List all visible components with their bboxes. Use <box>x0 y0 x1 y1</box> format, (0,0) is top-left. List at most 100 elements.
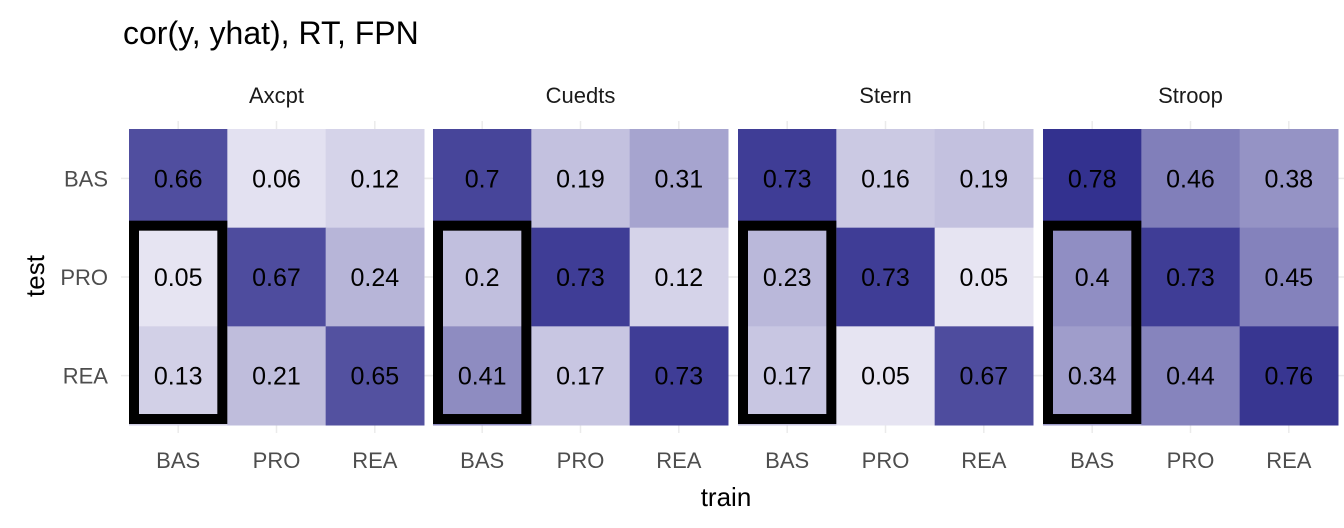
facet-panels: Axcpt 0.66 0.06 0.12 0.05 0.67 0.24 0.13 0.21 0.6… <box>60 83 1344 473</box>
x-tick-label: REA <box>656 448 702 473</box>
cell-value-label: 0.21 <box>252 363 301 391</box>
cell-value-label: 0.05 <box>861 363 910 391</box>
heatmap-cell <box>129 326 228 426</box>
facet-panel: Cuedts 0.7 0.19 0.31 0.2 0.73 0.12 0.41 0.17 0.73… <box>425 83 736 473</box>
heatmap-cell <box>934 227 1034 327</box>
heatmap-cell <box>227 129 327 229</box>
cell-value-label: 0.73 <box>861 264 910 292</box>
heatmap-cell <box>325 227 425 327</box>
heatmap-cell <box>531 326 631 426</box>
facet-strip-label: Stroop <box>1158 83 1223 108</box>
x-tick-label: PRO <box>1167 448 1215 473</box>
heatmap-cell <box>227 326 327 426</box>
x-tick-label: BAS <box>156 448 200 473</box>
heatmap-cell <box>1043 227 1142 327</box>
cell-value-label: 0.66 <box>154 165 203 193</box>
cell-value-label: 0.38 <box>1264 165 1313 193</box>
heatmap-cell <box>934 129 1034 229</box>
cell-value-label: 0.67 <box>959 363 1008 391</box>
x-tick-label: BAS <box>460 448 504 473</box>
heatmap-cell <box>836 129 936 229</box>
x-tick-label: BAS <box>1070 448 1114 473</box>
cell-value-label: 0.05 <box>154 264 203 292</box>
heatmap-cell <box>1043 129 1142 229</box>
cell-value-label: 0.05 <box>959 264 1008 292</box>
cell-value-label: 0.78 <box>1068 165 1117 193</box>
x-axis-title: train <box>701 482 752 512</box>
cell-value-label: 0.17 <box>763 363 812 391</box>
y-tick-label: REA <box>63 364 109 389</box>
heatmap-cell <box>836 227 936 327</box>
heatmap-cell <box>934 326 1034 426</box>
heatmap-cell <box>836 326 936 426</box>
heatmap-cell <box>325 326 425 426</box>
x-tick-label: PRO <box>253 448 301 473</box>
heatmap-cell <box>433 129 532 229</box>
heatmap-cell <box>325 129 425 229</box>
heatmap-cell <box>227 227 327 327</box>
heatmap-cell <box>433 227 532 327</box>
x-tick-label: REA <box>352 448 398 473</box>
cell-value-label: 0.17 <box>556 363 605 391</box>
cell-value-label: 0.7 <box>465 165 500 193</box>
heatmap-cell <box>1043 326 1142 426</box>
highlight-box <box>129 220 228 425</box>
y-tick-label: PRO <box>60 265 108 290</box>
heatmap-cell <box>531 129 631 229</box>
cell-value-label: 0.23 <box>763 264 812 292</box>
cell-value-label: 0.41 <box>458 363 507 391</box>
heatmap-cell <box>1239 326 1339 426</box>
cell-value-label: 0.34 <box>1068 363 1117 391</box>
y-tick-label: BAS <box>64 166 108 191</box>
heatmap-cell <box>738 326 837 426</box>
cell-value-label: 0.19 <box>556 165 605 193</box>
x-tick-label: REA <box>1266 448 1312 473</box>
cell-value-label: 0.44 <box>1166 363 1215 391</box>
heatmap-cell <box>531 227 631 327</box>
heatmap-cell <box>629 227 729 327</box>
cell-value-label: 0.73 <box>556 264 605 292</box>
cell-value-label: 0.67 <box>252 264 301 292</box>
cell-value-label: 0.12 <box>654 264 703 292</box>
cell-value-label: 0.45 <box>1264 264 1313 292</box>
heatmap-cell <box>1141 326 1241 426</box>
heatmap-cell <box>129 227 228 327</box>
cell-value-label: 0.16 <box>861 165 910 193</box>
x-tick-label: BAS <box>765 448 809 473</box>
facet-panel: Stroop 0.78 0.46 0.38 0.4 0.73 0.45 0.34 0.44 0.7… <box>1035 83 1344 473</box>
facet-strip-label: Cuedts <box>546 83 616 108</box>
cell-value-label: 0.31 <box>654 165 703 193</box>
cell-value-label: 0.65 <box>350 363 399 391</box>
cell-value-label: 0.24 <box>350 264 399 292</box>
highlight-box <box>433 220 532 425</box>
heatmap-cell <box>629 129 729 229</box>
cell-value-label: 0.2 <box>465 264 500 292</box>
heatmap-cell <box>738 129 837 229</box>
cell-value-label: 0.13 <box>154 363 203 391</box>
cell-value-label: 0.73 <box>763 165 812 193</box>
heatmap-cell <box>738 227 837 327</box>
cell-value-label: 0.73 <box>654 363 703 391</box>
facet-panel: Stern 0.73 0.16 0.19 0.23 0.73 0.05 0.17 0.05 0.6… <box>730 83 1041 473</box>
cell-value-label: 0.19 <box>959 165 1008 193</box>
facet-panel: Axcpt 0.66 0.06 0.12 0.05 0.67 0.24 0.13 0.21 0.6… <box>121 83 432 473</box>
cell-value-label: 0.06 <box>252 165 301 193</box>
facet-strip-label: Axcpt <box>249 83 304 108</box>
chart-title: cor(y, yhat), RT, FPN <box>123 15 419 51</box>
x-tick-label: PRO <box>557 448 605 473</box>
facet-strip-label: Stern <box>859 83 912 108</box>
heatmap-cell <box>129 129 228 229</box>
highlight-box <box>738 220 837 425</box>
heatmap-cell <box>433 326 532 426</box>
heatmap-cell <box>1239 129 1339 229</box>
heatmap-cell <box>1141 129 1241 229</box>
highlight-box <box>1043 220 1142 425</box>
heatmap-cell <box>1239 227 1339 327</box>
heatmap-cell <box>629 326 729 426</box>
cell-value-label: 0.12 <box>350 165 399 193</box>
y-axis-title: test <box>20 254 50 297</box>
x-tick-label: REA <box>961 448 1007 473</box>
heatmap-cell <box>1141 227 1241 327</box>
cell-value-label: 0.4 <box>1075 264 1110 292</box>
